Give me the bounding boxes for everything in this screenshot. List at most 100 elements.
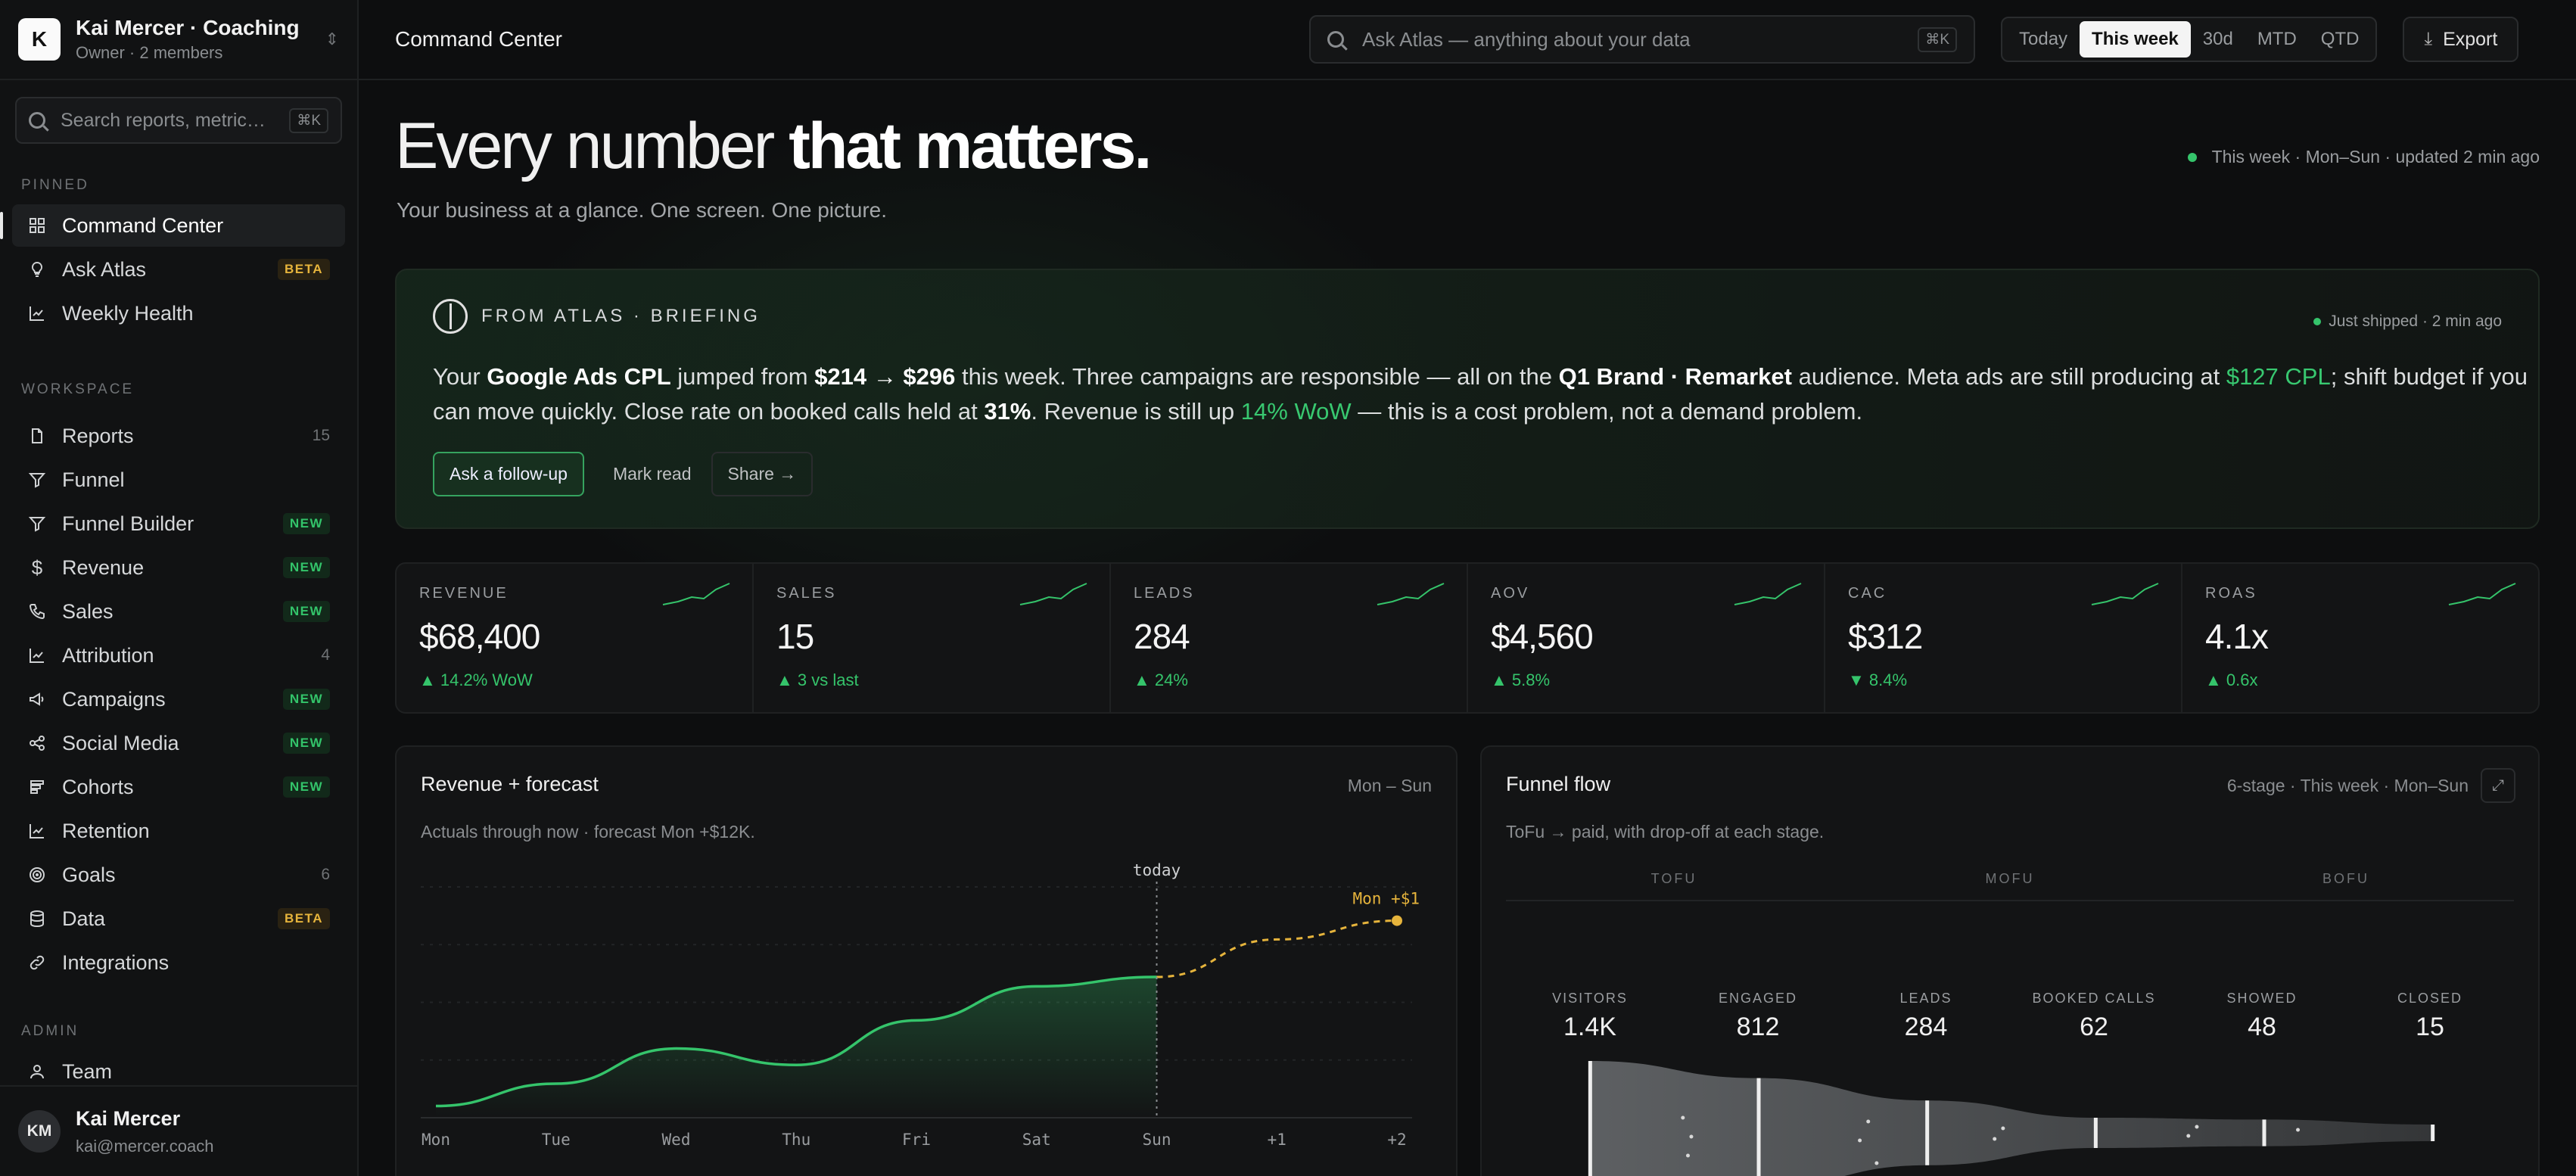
chevron-updown-icon[interactable]: ⇕ [325, 30, 339, 48]
beta-badge: BETA [277, 259, 330, 280]
chart-line-icon [27, 646, 47, 665]
sidebar-item-integrations[interactable]: Integrations [12, 941, 345, 984]
stage-value: 812 [1736, 1013, 1780, 1041]
search-icon [29, 112, 45, 129]
band-mofu: MOFU [1985, 871, 2035, 886]
revenue-line-chart[interactable]: Mon +$1 today Mon Tue Wed Thu Fri Sat Sun +1 +2 [421, 860, 1435, 1163]
kpi-delta: ▲ 24% [1134, 670, 1188, 689]
funnel-stats: VISITORS 1.4K ENGAGED 812 LEADS 284 BOOKED … [1506, 991, 2514, 1042]
kpi-cac[interactable]: CAC $312 ▼ 8.4% [1825, 564, 2182, 712]
funnel-icon [27, 514, 47, 534]
dropoff-particle [2195, 1125, 2199, 1129]
atlas-search-input[interactable] [1362, 27, 1918, 51]
sidebar-item-label: Weekly Health [62, 301, 194, 325]
hero-title: Every number that matters. [395, 109, 1152, 184]
kpi-roas[interactable]: ROAS 4.1x ▲ 0.6x [2182, 564, 2538, 712]
sidebar-item-funnel[interactable]: Funnel [12, 459, 345, 501]
sparkline-icon [2448, 583, 2516, 605]
sidebar-item-sales[interactable]: Sales NEW [12, 590, 345, 633]
kpi-delta: ▲ 3 vs last [776, 670, 859, 689]
new-badge: NEW [282, 776, 330, 798]
new-badge: NEW [282, 733, 330, 754]
kpi-value: $4,560 [1491, 617, 1594, 656]
ask-follow-up-button[interactable]: Ask a follow-up [433, 452, 584, 496]
actual-series-line [435, 975, 1157, 1108]
sparkline-icon [1734, 583, 1802, 605]
funnel-stage[interactable]: LEADS 284 [1842, 991, 2010, 1042]
stage-value: 62 [2080, 1013, 2108, 1041]
sidebar-item-funnel-builder[interactable]: Funnel Builder NEW [12, 502, 345, 545]
sidebar-item-command-center[interactable]: Command Center [0, 204, 345, 247]
sidebar-item-label: Reports [62, 424, 134, 447]
dropoff-particle [2186, 1134, 2191, 1138]
mark-read-button[interactable]: Mark read [612, 464, 692, 484]
sidebar-item-label: Team [62, 1059, 113, 1083]
beta-badge: BETA [277, 908, 330, 929]
sidebar-item-ask-atlas[interactable]: Ask Atlas BETA [12, 248, 345, 291]
range-qtd[interactable]: QTD [2320, 29, 2360, 49]
user-menu[interactable]: KM Kai Mercer kai@mercer.coach [0, 1085, 357, 1176]
sidebar-item-label: Revenue [62, 555, 145, 579]
chart-line-icon [27, 303, 47, 323]
org-name: Kai Mercer · Coaching [76, 16, 300, 39]
update-status: This week · Mon–Sun · updated 2 min ago [2187, 147, 2540, 167]
share-button[interactable]: Share → [711, 452, 814, 496]
date-range-toggle: Today This week 30d MTD QTD [2001, 17, 2378, 62]
sidebar-item-attribution[interactable]: Attribution 4 [12, 634, 345, 677]
sidebar-item-campaigns[interactable]: Campaigns NEW [12, 678, 345, 720]
funnel-stage[interactable]: VISITORS 1.4K [1506, 991, 1674, 1042]
funnel-stage[interactable]: SHOWED 48 [2178, 991, 2346, 1042]
sidebar-item-data[interactable]: Data BETA [12, 898, 345, 940]
kpi-label: ROAS [2205, 585, 2257, 602]
forecast-label: Mon +$1 [1352, 890, 1420, 908]
today-label: today [1133, 861, 1181, 879]
sidebar-item-social-media[interactable]: Social Media NEW [12, 722, 345, 764]
kpi-revenue[interactable]: REVENUE $68,400 ▲ 14.2% WoW [397, 564, 754, 712]
stage-label: BOOKED CALLS [2032, 991, 2156, 1006]
sidebar-item-label: Social Media [62, 731, 179, 754]
new-badge: NEW [282, 513, 330, 534]
panel-title: Funnel flow [1506, 773, 1611, 795]
range-mtd[interactable]: MTD [2257, 29, 2297, 49]
kpi-sales[interactable]: SALES 15 ▲ 3 vs last [754, 564, 1111, 712]
funnel-stage[interactable]: CLOSED 15 [2346, 991, 2514, 1042]
kpi-leads[interactable]: LEADS 284 ▲ 24% [1111, 564, 1468, 712]
kpi-label: SALES [776, 585, 837, 602]
sidebar-item-revenue[interactable]: $ Revenue NEW [12, 546, 345, 589]
panel-title: Revenue + forecast [421, 773, 599, 795]
section-label-workspace: WORKSPACE [21, 381, 135, 397]
kpi-delta: ▲ 0.6x [2205, 670, 2258, 689]
sidebar-item-reports[interactable]: Reports 15 [12, 415, 345, 457]
sparkline-icon [1377, 583, 1445, 605]
funnel-stage[interactable]: BOOKED CALLS 62 [2010, 991, 2178, 1042]
funnel-flow-diagram[interactable] [1506, 1050, 2517, 1176]
sidebar-item-team[interactable]: Team [12, 1050, 345, 1093]
stage-value: 1.4K [1563, 1013, 1616, 1041]
sidebar-search[interactable]: ⌘K [15, 97, 342, 144]
stage-label: CLOSED [2397, 991, 2463, 1006]
org-switcher[interactable]: K Kai Mercer · Coaching Owner · 2 member… [0, 0, 357, 80]
range-today[interactable]: Today [2019, 29, 2068, 49]
sidebar-item-goals[interactable]: Goals 6 [12, 854, 345, 896]
range-30d[interactable]: 30d [2202, 29, 2233, 49]
revenue-forecast-panel: Revenue + forecast Mon – Sun Actuals thr… [395, 745, 1458, 1176]
sidebar-item-retention[interactable]: Retention [12, 810, 345, 852]
range-this-week[interactable]: This week [2080, 21, 2191, 58]
atlas-search[interactable]: ⌘K [1309, 15, 1975, 64]
kpi-label: CAC [1848, 585, 1887, 602]
page-title: Command Center [395, 27, 562, 51]
panel-subtitle: ToFu → paid, with drop-off at each stage… [1506, 822, 1825, 842]
kpi-aov[interactable]: AOV $4,560 ▲ 5.8% [1468, 564, 1825, 712]
dropoff-particle [2001, 1126, 2005, 1131]
download-icon: ⤓ [2424, 29, 2433, 49]
export-button[interactable]: ⤓ Export [2403, 17, 2519, 62]
expand-icon[interactable]: ⤢ [2481, 768, 2515, 803]
dropoff-particle [1685, 1153, 1690, 1158]
shortcut-hint: ⌘K [289, 107, 328, 133]
funnel-stage[interactable]: ENGAGED 812 [1674, 991, 1842, 1042]
sidebar-item-cohorts[interactable]: Cohorts NEW [12, 766, 345, 808]
x-tick-label: Wed [662, 1131, 691, 1149]
funnel-icon [27, 470, 47, 490]
sidebar-search-input[interactable] [61, 109, 290, 132]
sidebar-item-weekly-health[interactable]: Weekly Health [12, 292, 345, 334]
